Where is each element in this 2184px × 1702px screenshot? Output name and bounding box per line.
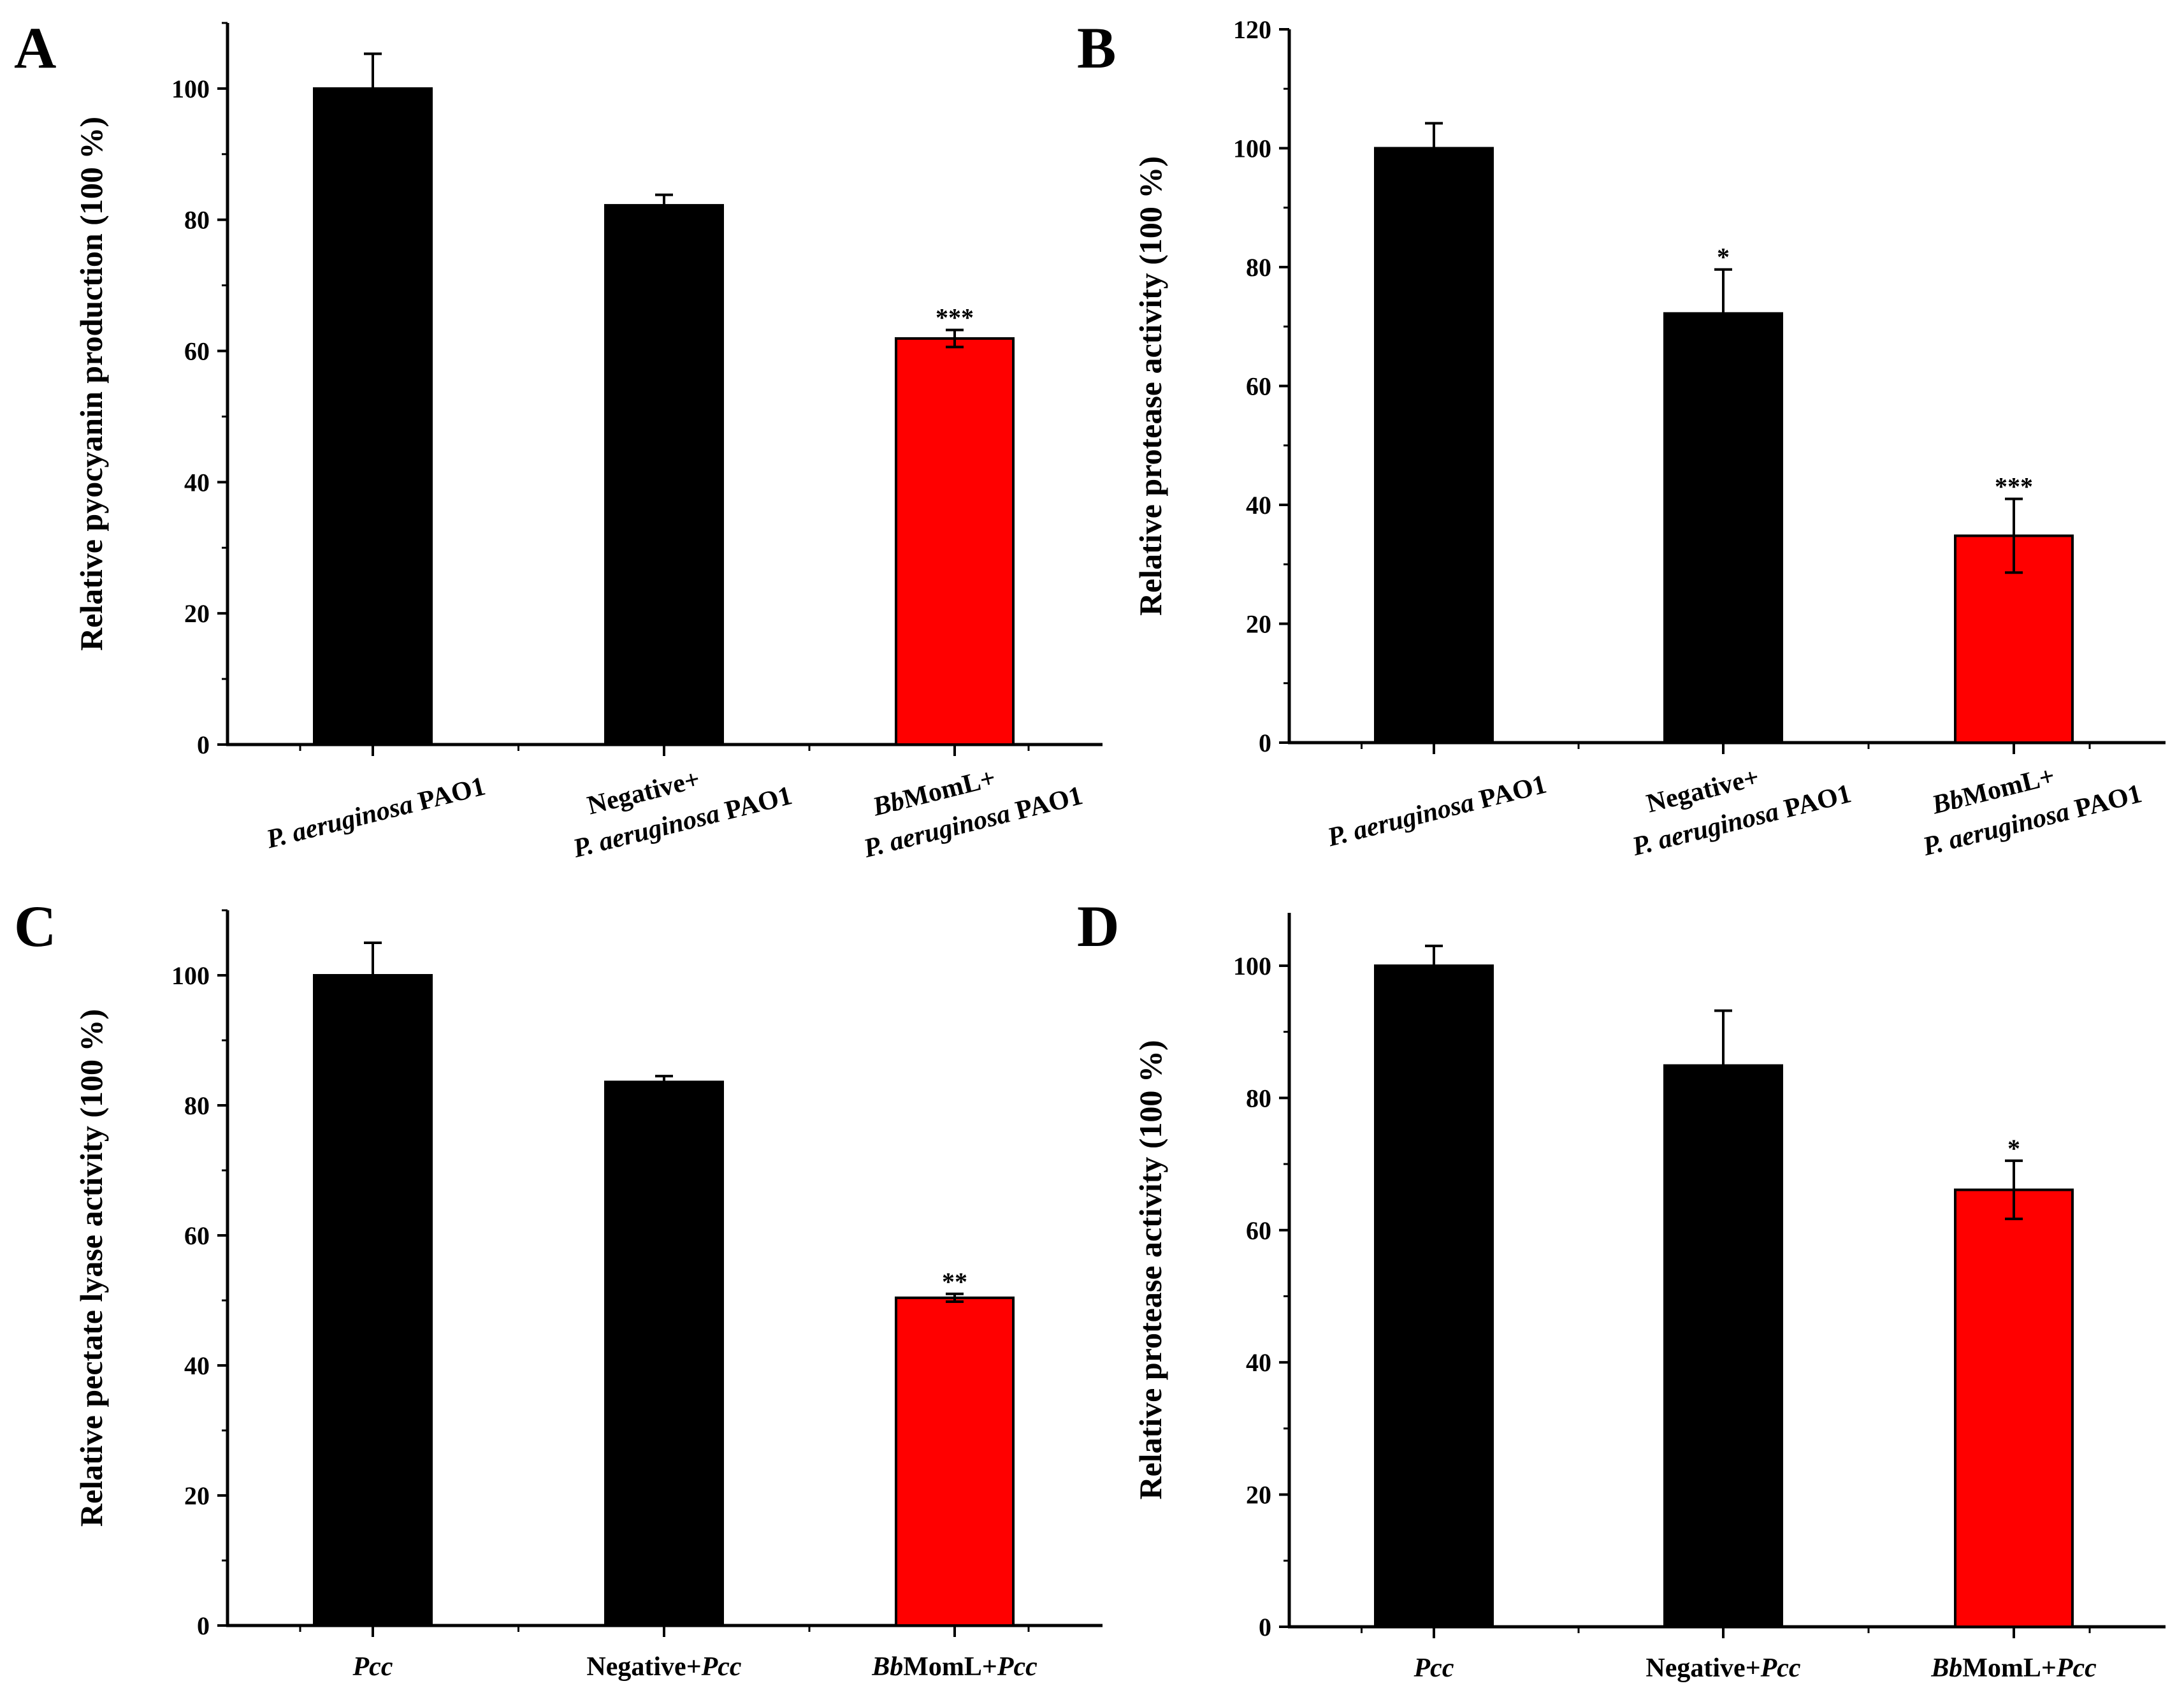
y-axis-title: Relative protease activity (100 %) bbox=[1132, 156, 1168, 616]
panel-d: D 0 20 40 60 80 100 Relative protease activity … bbox=[1077, 894, 2166, 1683]
bar bbox=[895, 337, 1015, 746]
y-tick-label: 0 bbox=[1259, 1613, 1271, 1641]
y-tick-label: 120 bbox=[1233, 15, 1271, 44]
panel-letter: B bbox=[1077, 15, 1116, 80]
panel-c: C 0 20 40 60 80 100 Relative pectate lyase acti… bbox=[14, 894, 1103, 1682]
x-category-label: Negative+Pcc bbox=[1645, 1654, 1801, 1683]
bar bbox=[1663, 312, 1783, 744]
y-axis-title: Relative pyocyanin production (100 %) bbox=[73, 117, 109, 651]
y-tick-label: 60 bbox=[1246, 372, 1271, 401]
y-tick-label: 20 bbox=[1246, 610, 1271, 639]
y-tick-label: 20 bbox=[1246, 1481, 1271, 1509]
y-tick-label: 20 bbox=[184, 599, 210, 628]
y-tick-label: 80 bbox=[1246, 253, 1271, 282]
panel-letter: C bbox=[14, 894, 56, 959]
y-tick-label: 100 bbox=[1233, 952, 1271, 980]
bar bbox=[313, 87, 433, 746]
y-tick-label: 60 bbox=[184, 337, 210, 366]
bar bbox=[604, 204, 724, 746]
panel-b: B 0 20 40 60 80 100 120 Relative protease activi… bbox=[1077, 15, 2166, 862]
bar bbox=[1663, 1064, 1783, 1628]
x-category-label: Pcc bbox=[1414, 1654, 1454, 1683]
y-tick-label: 0 bbox=[197, 1611, 210, 1640]
bar bbox=[313, 974, 433, 1627]
y-tick-label: 100 bbox=[171, 75, 210, 103]
y-tick-label: 60 bbox=[184, 1221, 210, 1250]
y-tick-label: 80 bbox=[1246, 1084, 1271, 1112]
significance-marker: *** bbox=[1995, 472, 2033, 501]
bar bbox=[604, 1080, 724, 1627]
y-tick-label: 0 bbox=[197, 731, 210, 759]
bar bbox=[895, 1296, 1015, 1627]
x-category-label: BbMomL+Pcc bbox=[871, 1652, 1038, 1682]
y-tick-label: 40 bbox=[184, 468, 210, 497]
y-tick-label: 80 bbox=[184, 206, 210, 235]
x-category-label: P. aeruginosa PAO1 bbox=[1324, 769, 1550, 852]
x-category-label: BbMomL+Pcc bbox=[1930, 1654, 2097, 1683]
y-tick-label: 100 bbox=[1233, 135, 1271, 163]
y-tick-label: 40 bbox=[1246, 1348, 1271, 1377]
y-tick-label: 100 bbox=[171, 961, 210, 990]
y-tick-label: 60 bbox=[1246, 1216, 1271, 1245]
x-category-label: Pcc bbox=[352, 1652, 393, 1682]
y-tick-label: 0 bbox=[1259, 729, 1271, 757]
bar bbox=[1954, 1188, 2074, 1629]
y-tick-label: 80 bbox=[184, 1091, 210, 1120]
x-category-label: P. aeruginosa PAO1 bbox=[263, 771, 489, 854]
panel-letter: D bbox=[1077, 894, 1119, 959]
y-axis-title: Relative pectate lyase activity (100 %) bbox=[73, 1009, 109, 1527]
panel-letter: A bbox=[14, 15, 56, 80]
y-tick-label: 20 bbox=[184, 1481, 210, 1510]
y-tick-label: 40 bbox=[1246, 491, 1271, 520]
bar bbox=[1374, 147, 1494, 744]
significance-marker: * bbox=[1717, 243, 1730, 272]
significance-marker: * bbox=[2007, 1134, 2020, 1163]
y-tick-label: 40 bbox=[184, 1351, 210, 1380]
x-category-label: Negative+Pcc bbox=[586, 1652, 742, 1682]
y-axis-title: Relative protease activity (100 %) bbox=[1132, 1040, 1168, 1499]
bar bbox=[1374, 964, 1494, 1628]
significance-marker: ** bbox=[942, 1267, 967, 1296]
panel-a: A 0 20 40 60 80 100 Relative pyocyanin producti… bbox=[14, 15, 1103, 864]
significance-marker: *** bbox=[936, 303, 974, 332]
